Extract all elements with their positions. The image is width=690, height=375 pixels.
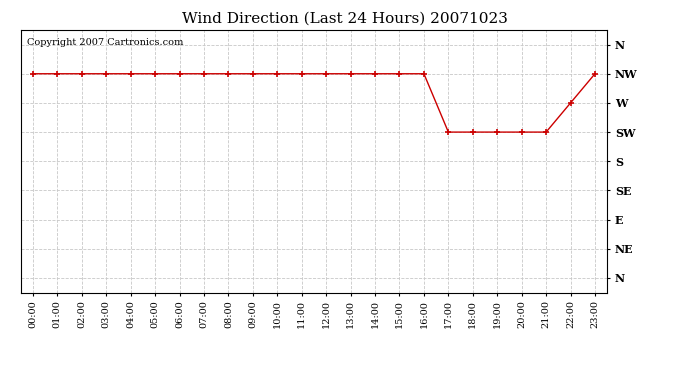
Text: Wind Direction (Last 24 Hours) 20071023: Wind Direction (Last 24 Hours) 20071023 <box>182 11 508 25</box>
Text: Copyright 2007 Cartronics.com: Copyright 2007 Cartronics.com <box>26 38 183 47</box>
